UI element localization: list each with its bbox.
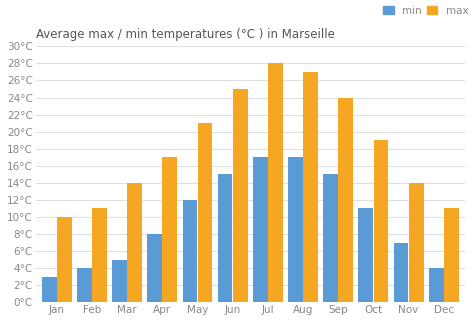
Bar xyxy=(429,268,444,302)
Bar xyxy=(358,208,373,302)
Bar xyxy=(198,123,212,302)
Text: Average max / min temperatures (°C ) in Marseille: Average max / min temperatures (°C ) in … xyxy=(36,28,335,41)
Bar xyxy=(288,157,303,302)
Bar xyxy=(92,208,107,302)
Bar xyxy=(182,200,197,302)
Bar xyxy=(42,277,56,302)
Bar xyxy=(268,63,283,302)
Bar xyxy=(409,183,424,302)
Bar xyxy=(112,260,127,302)
Bar xyxy=(77,268,92,302)
Bar xyxy=(338,98,353,302)
Bar xyxy=(393,242,409,302)
Bar xyxy=(444,208,459,302)
Bar xyxy=(218,174,232,302)
Bar xyxy=(127,183,142,302)
Bar xyxy=(323,174,338,302)
Bar xyxy=(147,234,162,302)
Bar xyxy=(253,157,268,302)
Bar xyxy=(374,140,388,302)
Bar xyxy=(57,217,72,302)
Legend: min, max: min, max xyxy=(383,5,468,15)
Bar xyxy=(303,72,318,302)
Bar xyxy=(233,89,247,302)
Bar xyxy=(163,157,177,302)
